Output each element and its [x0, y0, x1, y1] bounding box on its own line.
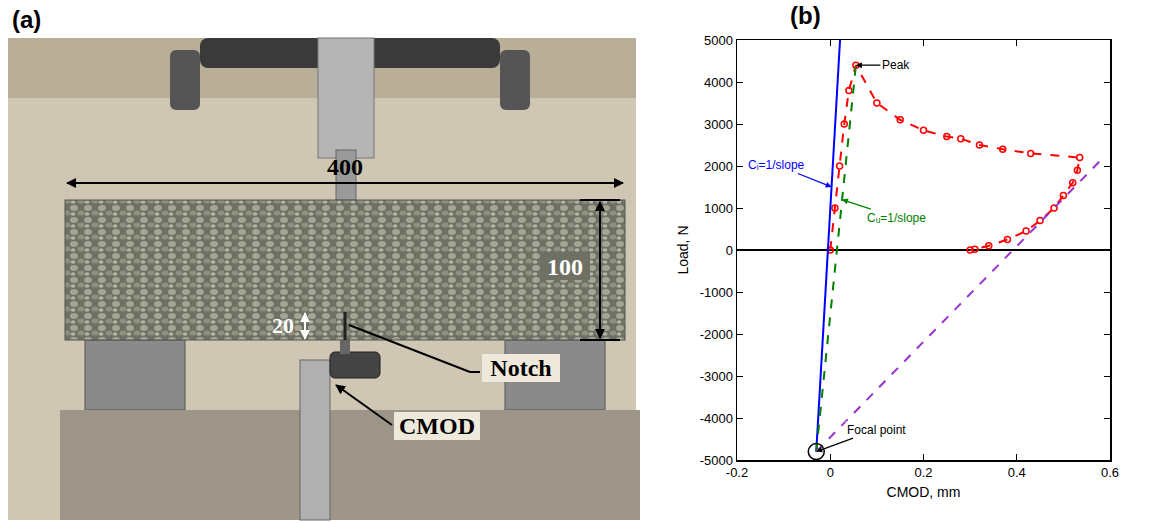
svg-text:20: 20	[272, 313, 294, 338]
svg-text:0: 0	[726, 243, 733, 258]
svg-text:4000: 4000	[704, 75, 733, 90]
svg-text:Cᵢ=1/slope: Cᵢ=1/slope	[748, 158, 805, 172]
svg-text:-3000: -3000	[700, 369, 733, 384]
svg-text:CMOD: CMOD	[399, 413, 475, 439]
svg-text:Load, N: Load, N	[675, 225, 691, 274]
svg-text:-1000: -1000	[700, 285, 733, 300]
svg-text:1000: 1000	[704, 201, 733, 216]
svg-text:-2000: -2000	[700, 327, 733, 342]
svg-text:0.2: 0.2	[914, 465, 932, 480]
svg-text:2000: 2000	[704, 159, 733, 174]
svg-text:(a): (a)	[12, 6, 41, 33]
svg-text:Cᵤ=1/slope: Cᵤ=1/slope	[867, 211, 926, 225]
svg-text:-4000: -4000	[700, 411, 733, 426]
svg-text:0.6: 0.6	[1101, 465, 1119, 480]
svg-text:5000: 5000	[704, 33, 733, 48]
svg-text:-5000: -5000	[700, 453, 733, 468]
svg-text:Focal point: Focal point	[847, 423, 906, 437]
svg-text:400: 400	[327, 154, 363, 180]
svg-text:0: 0	[827, 465, 834, 480]
svg-text:-0.2: -0.2	[726, 465, 748, 480]
svg-text:3000: 3000	[704, 117, 733, 132]
svg-text:0.4: 0.4	[1008, 465, 1026, 480]
svg-text:100: 100	[547, 254, 583, 280]
html-text:(b): (b)	[790, 2, 821, 29]
svg-text:Peak: Peak	[882, 58, 910, 72]
svg-text:Notch: Notch	[490, 355, 551, 381]
svg-text:CMOD, mm: CMOD, mm	[887, 484, 961, 500]
